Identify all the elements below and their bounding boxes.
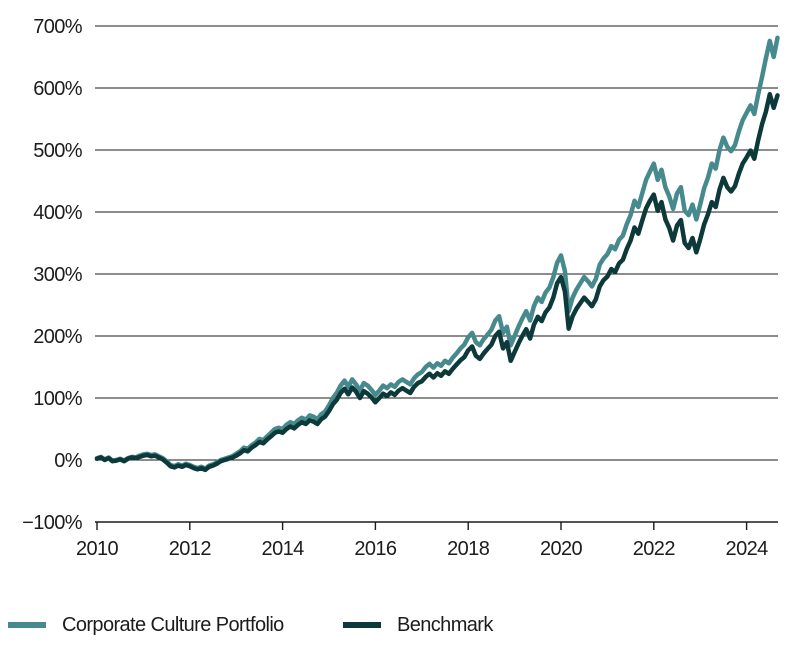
- x-tick-label: 2012: [169, 538, 212, 560]
- legend-item-portfolio: Corporate Culture Portfolio: [8, 610, 284, 640]
- y-tick-label: 100%: [33, 388, 83, 410]
- y-tick-label: 200%: [33, 326, 83, 348]
- y-tick-label: 500%: [33, 140, 83, 162]
- y-axis-labels: 700% 600% 500% 400% 300% 200% 100% 0% −100%: [22, 16, 83, 534]
- x-tick-label: 2020: [540, 538, 583, 560]
- gridlines: [95, 25, 778, 523]
- legend-label-portfolio: Corporate Culture Portfolio: [62, 613, 284, 636]
- x-tick-label: 2014: [262, 538, 305, 560]
- y-tick-label: 700%: [33, 16, 83, 38]
- chart-legend: Corporate Culture Portfolio Benchmark: [0, 610, 795, 644]
- legend-item-benchmark: Benchmark: [343, 610, 493, 640]
- x-tick-label: 2010: [76, 538, 119, 560]
- series-lines: [94, 35, 780, 473]
- x-tick-label: 2016: [354, 538, 397, 560]
- series-line-corporate-culture-portfolio: [94, 35, 780, 471]
- portfolio-line-swatch: [8, 622, 46, 628]
- x-axis-ticks: [96, 522, 748, 530]
- benchmark-line-swatch: [343, 622, 381, 628]
- cumulative-return-line-chart: 700% 600% 500% 400% 300% 200% 100% 0% −100% 2010…: [22, 16, 780, 560]
- y-tick-label: 300%: [33, 264, 83, 286]
- y-tick-label: 600%: [33, 78, 83, 100]
- y-tick-label: 0%: [54, 450, 83, 472]
- legend-label-benchmark: Benchmark: [397, 613, 493, 636]
- series-line-benchmark: [94, 91, 780, 473]
- x-tick-label: 2024: [726, 538, 769, 560]
- x-tick-label: 2022: [633, 538, 676, 560]
- x-tick-label: 2018: [447, 538, 490, 560]
- x-axis-labels: 2010 2012 2014 2016 2018 2020 2022 2024: [76, 538, 769, 560]
- y-tick-label: 400%: [33, 202, 83, 224]
- y-tick-label: −100%: [22, 512, 83, 534]
